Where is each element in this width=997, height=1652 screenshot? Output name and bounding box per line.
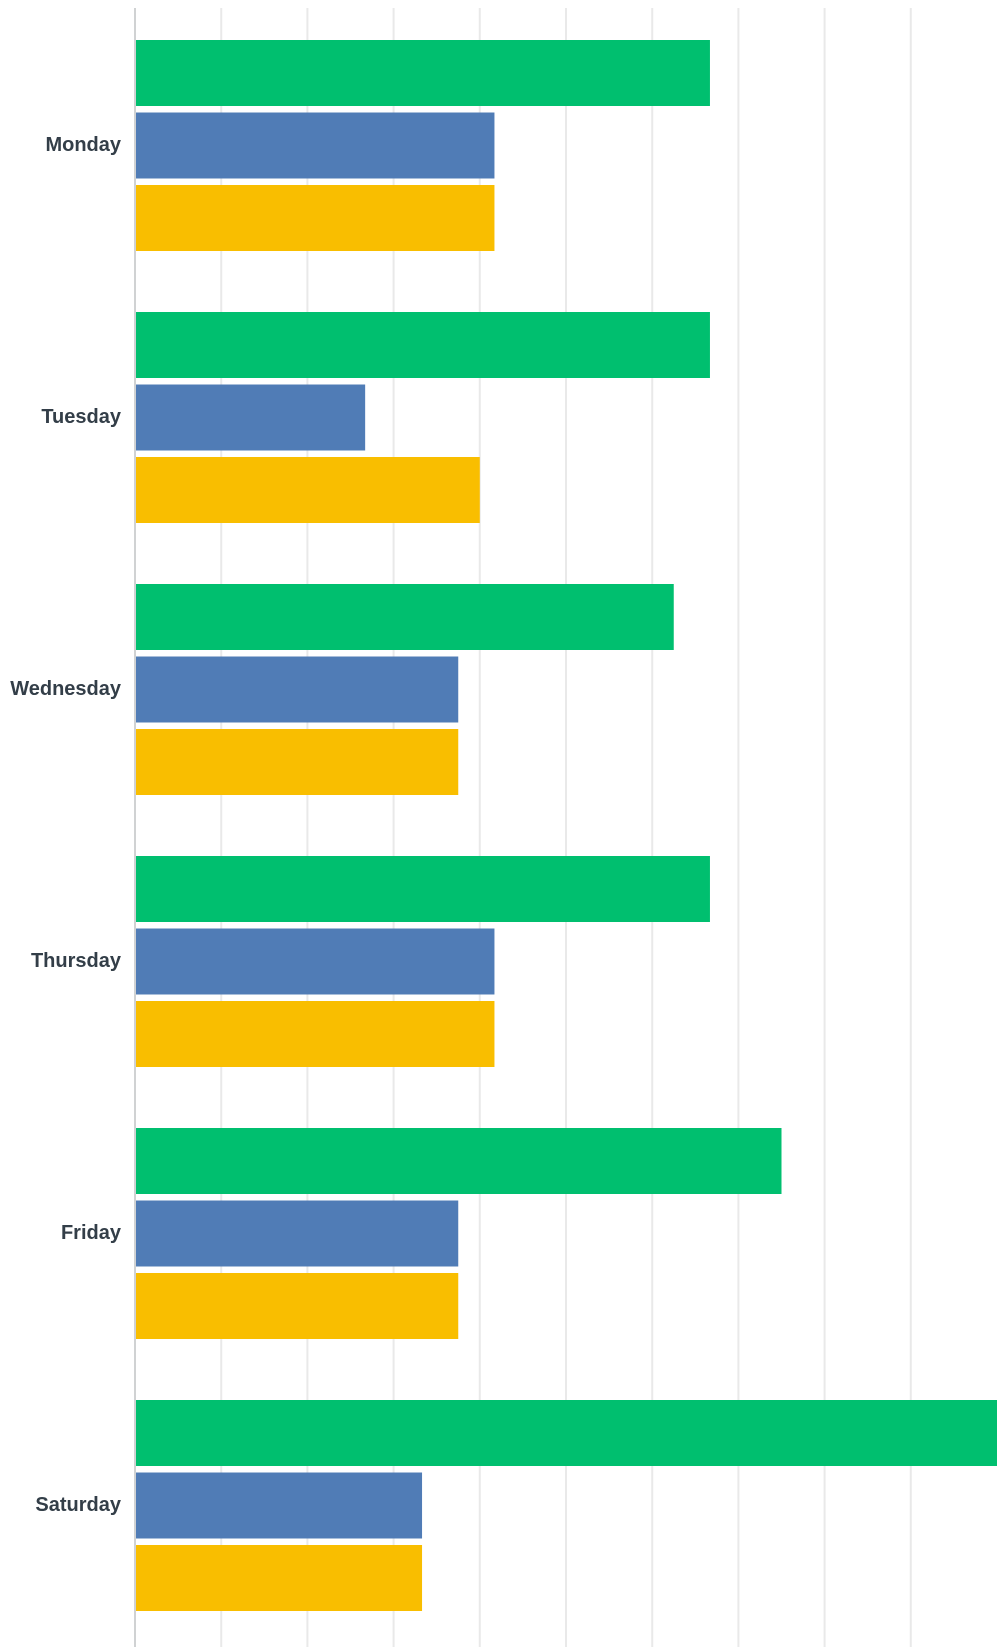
bar-tuesday-series-1[interactable] xyxy=(135,312,710,378)
bar-friday-series-3[interactable] xyxy=(135,1273,459,1339)
bar-saturday-series-3[interactable] xyxy=(135,1545,423,1611)
category-labels: Monday Tuesday Wednesday Thursday Friday Satu… xyxy=(10,134,122,1516)
category-label-saturday: Saturday xyxy=(35,1494,121,1516)
category-label-tuesday: Tuesday xyxy=(41,406,122,428)
grid-lines xyxy=(220,8,912,1647)
bar-monday-series-2[interactable] xyxy=(135,112,495,179)
bar-wednesday-series-3[interactable] xyxy=(135,729,459,795)
category-label-thursday: Thursday xyxy=(31,950,122,972)
bar-thursday-series-2[interactable] xyxy=(135,928,495,995)
category-label-wednesday: Wednesday xyxy=(10,678,122,700)
category-label-monday: Monday xyxy=(45,134,121,156)
bar-saturday-series-1[interactable] xyxy=(135,1400,997,1466)
bar-monday-series-1[interactable] xyxy=(135,40,710,106)
bar-saturday-series-2[interactable] xyxy=(135,1472,423,1539)
bar-wednesday-series-1[interactable] xyxy=(135,584,674,650)
bar-thursday-series-1[interactable] xyxy=(135,856,710,922)
bar-monday-series-3[interactable] xyxy=(135,185,495,251)
bar-tuesday-series-3[interactable] xyxy=(135,457,480,523)
bars xyxy=(135,40,997,1611)
category-label-friday: Friday xyxy=(61,1222,122,1244)
bar-friday-series-2[interactable] xyxy=(135,1200,459,1267)
bar-friday-series-1[interactable] xyxy=(135,1128,782,1194)
bar-wednesday-series-2[interactable] xyxy=(135,656,459,723)
bar-thursday-series-3[interactable] xyxy=(135,1001,495,1067)
bar-tuesday-series-2[interactable] xyxy=(135,384,366,451)
